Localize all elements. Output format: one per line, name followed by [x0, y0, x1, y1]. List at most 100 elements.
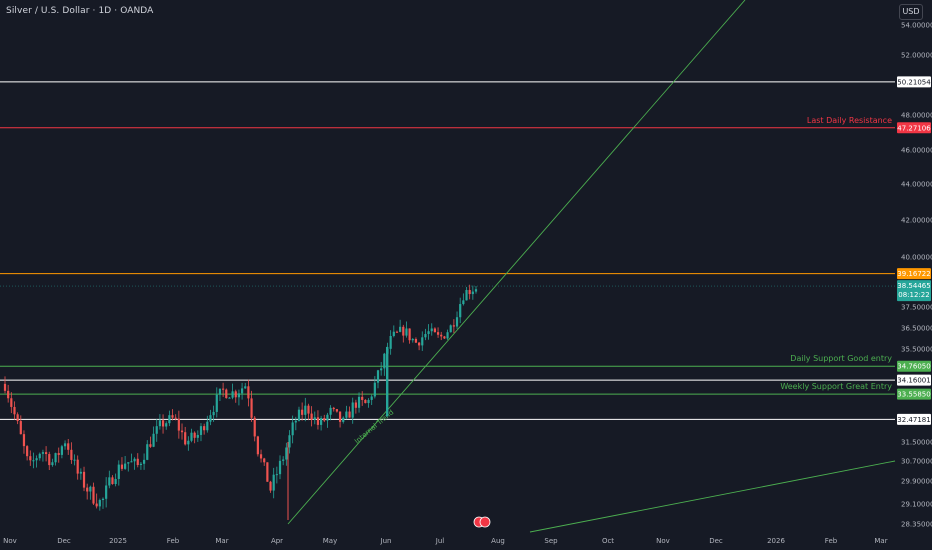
- candle-body: [380, 368, 383, 371]
- candle-body: [95, 503, 98, 507]
- candle-body: [402, 326, 405, 336]
- price-tag-label: 34.16001: [897, 377, 930, 385]
- level-annotation: Daily Support Good entry: [790, 354, 892, 363]
- candle-body: [263, 458, 266, 463]
- price-tag: [897, 388, 931, 400]
- candle-body: [29, 456, 32, 461]
- candle-body: [256, 436, 259, 455]
- price-tick-label: 40.00000: [901, 254, 932, 262]
- price-tag-label: 50.21054: [897, 78, 931, 86]
- candle-body: [38, 453, 41, 459]
- candle-body: [345, 411, 348, 418]
- long-trend-line: [529, 460, 896, 533]
- candle-body: [133, 458, 136, 462]
- candle-body: [383, 353, 386, 369]
- time-tick-label: Jun: [380, 537, 392, 545]
- candle-body: [269, 481, 272, 491]
- candle-body: [114, 478, 117, 485]
- candle-body: [60, 446, 63, 455]
- candle-body: [405, 328, 408, 336]
- candle-body: [32, 460, 35, 462]
- candle-body: [342, 417, 345, 422]
- candle-body: [168, 415, 171, 424]
- candle-body: [338, 411, 342, 422]
- candle-body: [203, 426, 206, 431]
- candle-body: [218, 388, 222, 395]
- candle-body: [82, 471, 86, 488]
- price-tick-label: 31.50000: [901, 439, 932, 447]
- candle-body: [146, 444, 149, 460]
- candle-body: [471, 291, 474, 295]
- countdown-label: 08:12:22: [898, 291, 929, 299]
- candle-body: [155, 426, 158, 434]
- price-tag: [897, 268, 931, 280]
- candle-body: [316, 417, 320, 425]
- price-tick-label: 30.70000: [901, 458, 932, 466]
- candle-body: [436, 332, 440, 335]
- candle-body: [196, 434, 199, 438]
- candle-body: [446, 332, 449, 339]
- candle-body: [231, 391, 234, 398]
- candle-body: [70, 449, 73, 460]
- candle-body: [468, 289, 471, 295]
- price-tag: [897, 360, 931, 372]
- candle-body: [323, 418, 326, 421]
- time-tick-label: Apr: [271, 537, 283, 545]
- candle-body: [165, 423, 168, 427]
- price-tick-label: 37.50000: [901, 304, 932, 312]
- candle-body: [3, 383, 7, 391]
- candle-body: [253, 417, 256, 437]
- candle-body: [212, 411, 215, 416]
- time-tick-label: Sep: [544, 537, 558, 545]
- candle-body: [301, 409, 304, 415]
- candle-body: [272, 474, 275, 491]
- candle-body: [326, 414, 329, 421]
- current-price-label: 38.54465: [897, 282, 930, 290]
- candle-body: [142, 459, 146, 464]
- candle-body: [63, 443, 67, 447]
- candle-body: [22, 434, 26, 447]
- candle-body: [51, 462, 54, 466]
- time-tick-label: Feb: [167, 537, 180, 545]
- candle-body: [348, 411, 351, 418]
- price-tick-label: 35.50000: [901, 346, 932, 354]
- candle-body: [152, 433, 155, 447]
- candle-body: [452, 325, 455, 327]
- currency-button[interactable]: USD: [899, 4, 923, 20]
- time-tick-label: Mar: [874, 537, 887, 545]
- candle-body: [421, 337, 424, 346]
- candle-body: [98, 500, 101, 507]
- candle-body: [76, 459, 79, 474]
- candle-body: [288, 435, 291, 448]
- candle-body: [222, 388, 225, 390]
- candle-body: [247, 386, 250, 399]
- candle-body: [304, 405, 307, 415]
- candle-body: [395, 331, 399, 333]
- candle-body: [7, 390, 10, 399]
- candle-body: [180, 430, 184, 433]
- candle-body: [455, 317, 459, 327]
- candle-body: [329, 407, 332, 415]
- price-tag-label: 47.27106: [897, 124, 931, 132]
- candle-body: [361, 396, 364, 400]
- candle-body: [161, 420, 165, 427]
- candle-body: [199, 426, 203, 435]
- candle-body: [427, 331, 430, 335]
- candle-body: [190, 432, 193, 441]
- time-tick-label: 2026: [767, 537, 785, 545]
- level-annotation: Last Daily Resistance: [807, 116, 892, 125]
- price-tag-label: 34.76050: [897, 363, 930, 371]
- current-price-tag: [897, 280, 931, 302]
- candle-body: [105, 485, 108, 499]
- time-tick-label: Jul: [435, 537, 445, 545]
- candle-body: [237, 393, 241, 398]
- candle-body: [459, 304, 462, 318]
- candle-body: [389, 335, 392, 349]
- candle-body: [259, 454, 263, 459]
- candle-body: [89, 486, 92, 492]
- candle-body: [26, 446, 29, 457]
- price-tick-label: 28.35000: [901, 521, 932, 529]
- candle-body: [124, 463, 127, 469]
